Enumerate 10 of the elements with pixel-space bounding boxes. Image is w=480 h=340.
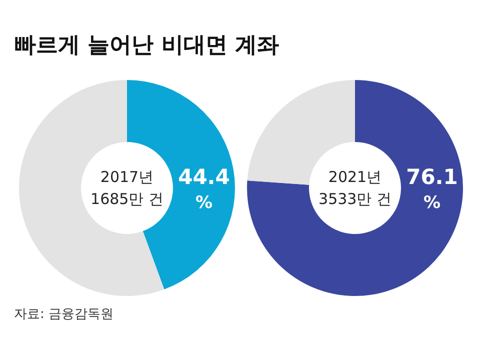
text: 자료: 금융감독원 [14, 307, 114, 322]
text: 1685만 건 [90, 190, 164, 208]
chart-title: 빠르게 늘어난 비대면 계좌 [14, 33, 279, 58]
text: 2021년 [328, 168, 382, 186]
donut-slice [247, 80, 463, 296]
text: 2017년 [100, 168, 154, 186]
donut-slice [19, 80, 164, 296]
data-label: 44.4 % [178, 165, 230, 213]
text: 3533만 건 [318, 190, 392, 208]
data-label: 76.1 % [406, 165, 458, 213]
